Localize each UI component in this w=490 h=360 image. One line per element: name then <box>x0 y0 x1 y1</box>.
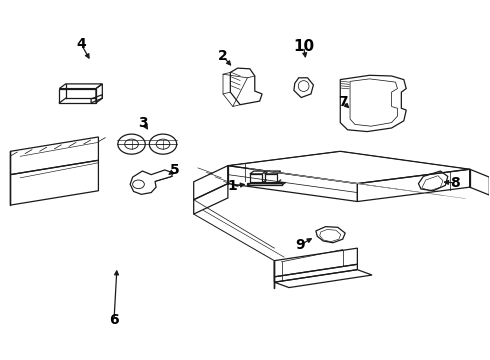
Text: 10: 10 <box>293 39 314 54</box>
Text: 5: 5 <box>170 163 179 177</box>
Text: 4: 4 <box>76 37 86 51</box>
Text: 2: 2 <box>218 49 228 63</box>
Text: 6: 6 <box>109 313 119 327</box>
Text: 9: 9 <box>295 238 305 252</box>
Text: 8: 8 <box>450 176 460 190</box>
Text: 1: 1 <box>228 179 238 193</box>
Text: 3: 3 <box>139 116 148 130</box>
Text: 7: 7 <box>338 95 347 109</box>
